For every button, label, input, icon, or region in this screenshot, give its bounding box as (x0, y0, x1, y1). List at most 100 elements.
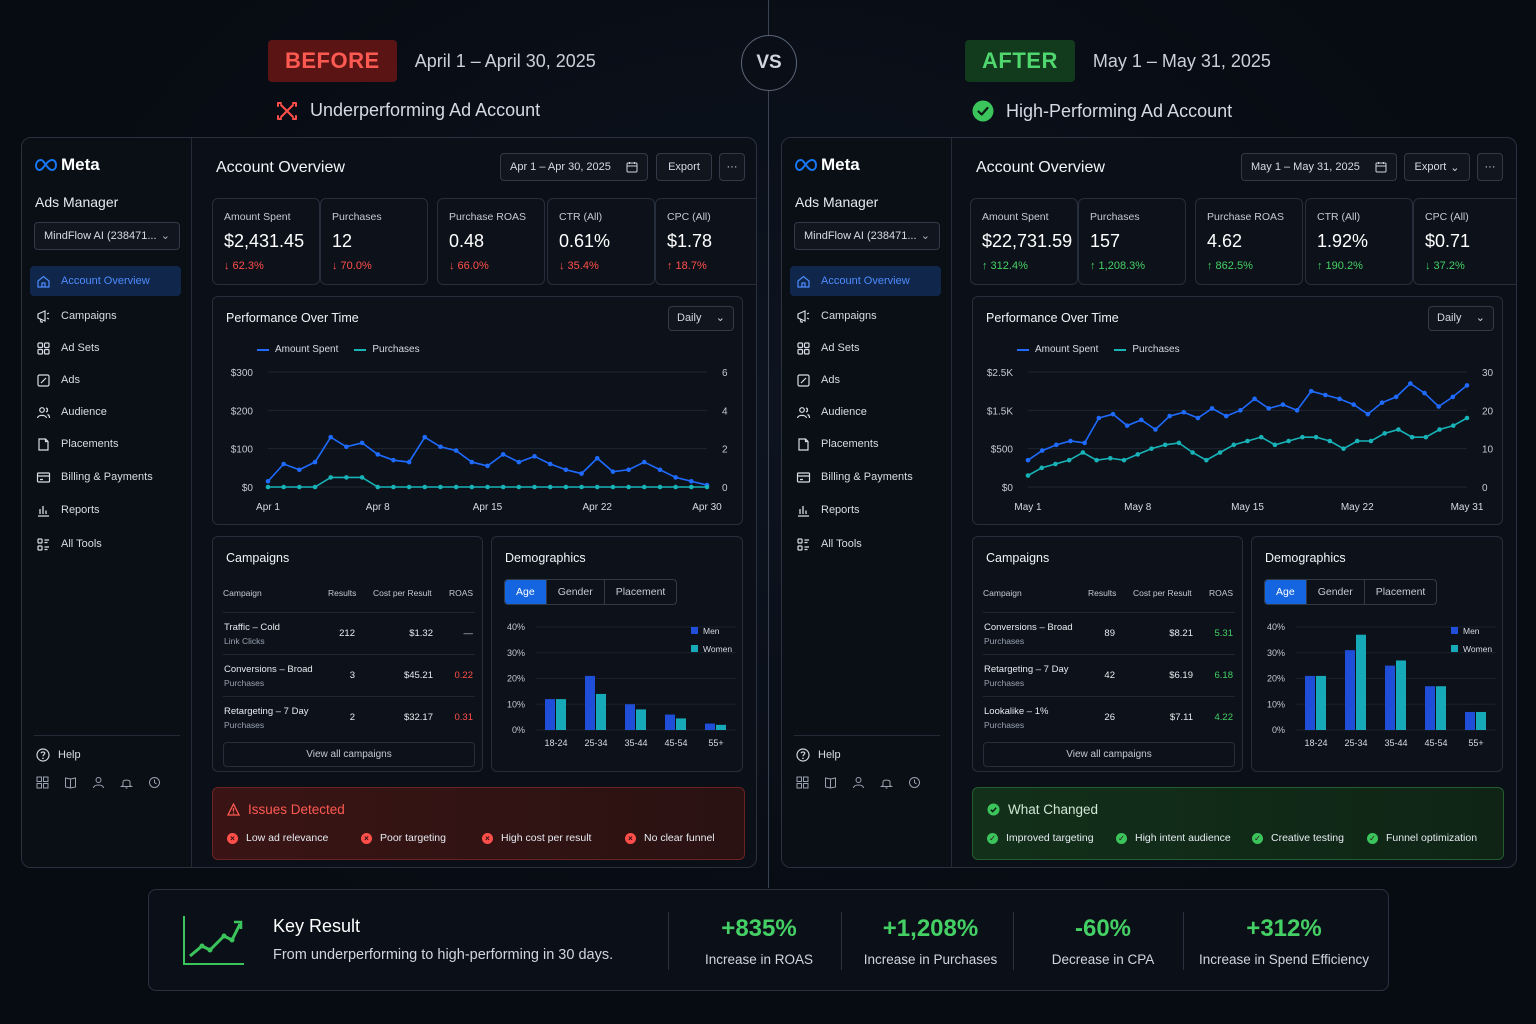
table-row[interactable]: Conversions – Broad Purchases 89 $8.21 5.31 (983, 612, 1235, 652)
kpi-card[interactable]: CTR (All) 0.61% ↓ 35.4% (547, 198, 655, 285)
tab-age[interactable]: Age (505, 580, 547, 604)
data-point[interactable] (1258, 434, 1264, 440)
data-point[interactable] (689, 484, 694, 490)
export-button[interactable]: Export ⌄ (1404, 153, 1470, 181)
data-point[interactable] (1422, 390, 1427, 396)
data-point[interactable] (1464, 415, 1470, 421)
data-point[interactable] (1245, 438, 1250, 444)
data-point[interactable] (265, 484, 271, 490)
data-point[interactable] (641, 459, 647, 465)
tab-gender[interactable]: Gender (1307, 580, 1365, 604)
data-point[interactable] (1094, 457, 1099, 463)
bar-women[interactable] (1316, 675, 1326, 730)
granularity-select[interactable]: Daily ⌄ (668, 306, 734, 331)
data-point[interactable] (1204, 457, 1209, 463)
data-point[interactable] (359, 475, 365, 480)
data-point[interactable] (516, 459, 522, 465)
data-point[interactable] (1308, 388, 1314, 394)
sidebar-item-audience[interactable]: Audience (790, 397, 941, 427)
data-point[interactable] (1286, 438, 1291, 444)
bar-women[interactable] (1476, 711, 1486, 730)
table-header[interactable]: Results (328, 588, 357, 598)
data-point[interactable] (547, 461, 553, 467)
data-point[interactable] (1327, 438, 1333, 444)
data-point[interactable] (469, 459, 475, 465)
data-point[interactable] (1108, 455, 1113, 461)
data-point[interactable] (469, 484, 475, 490)
data-point[interactable] (375, 484, 381, 490)
data-point[interactable] (1238, 408, 1243, 413)
data-point[interactable] (579, 484, 584, 490)
bar-men[interactable] (585, 675, 595, 730)
data-point[interactable] (547, 484, 553, 490)
data-point[interactable] (359, 440, 365, 446)
data-point[interactable] (406, 459, 412, 465)
data-point[interactable] (1096, 415, 1102, 421)
bell-icon[interactable] (880, 776, 893, 789)
bar-men[interactable] (1385, 665, 1395, 730)
data-point[interactable] (563, 484, 569, 490)
granularity-select[interactable]: Daily ⌄ (1428, 306, 1494, 331)
data-point[interactable] (438, 444, 443, 450)
data-point[interactable] (641, 484, 647, 490)
data-point[interactable] (1368, 438, 1374, 444)
data-point[interactable] (1408, 381, 1413, 386)
data-point[interactable] (1054, 442, 1059, 448)
data-point[interactable] (610, 469, 616, 474)
data-point[interactable] (1252, 396, 1257, 402)
data-point[interactable] (1149, 446, 1154, 451)
sidebar-item-reports[interactable]: Reports (30, 495, 181, 525)
data-point[interactable] (1223, 413, 1229, 419)
data-point[interactable] (1110, 411, 1116, 417)
data-point[interactable] (1195, 415, 1201, 421)
data-point[interactable] (1436, 404, 1441, 409)
data-point[interactable] (516, 484, 522, 490)
data-point[interactable] (1294, 408, 1300, 413)
kpi-card[interactable]: CPC (All) $0.71 ↓ 37.2% (1413, 198, 1516, 285)
tab-gender[interactable]: Gender (547, 580, 605, 604)
data-point[interactable] (626, 484, 631, 490)
tab-placement[interactable]: Placement (615, 586, 666, 598)
data-point[interactable] (453, 484, 459, 490)
sidebar-item-campaigns[interactable]: Campaigns (30, 301, 181, 331)
tab-age[interactable]: Age (1265, 580, 1307, 604)
bar-women[interactable] (1436, 686, 1446, 730)
data-point[interactable] (563, 467, 569, 473)
kpi-card[interactable]: Amount Spent $22,731.59 ↑ 312.4% (970, 198, 1078, 285)
view-all-campaigns-button[interactable]: View all campaigns (983, 742, 1235, 767)
tab-placement[interactable]: Placement (1375, 586, 1426, 598)
date-range-picker[interactable]: May 1 – May 31, 2025 (1241, 153, 1397, 181)
table-row[interactable]: Traffic – Cold Link Clicks 212 $1.32 — (223, 612, 475, 652)
data-point[interactable] (1323, 392, 1328, 398)
data-point[interactable] (1176, 440, 1182, 446)
data-point[interactable] (689, 478, 694, 484)
data-point[interactable] (422, 434, 428, 440)
data-point[interactable] (312, 459, 318, 465)
data-point[interactable] (579, 471, 584, 476)
kpi-card[interactable]: Purchase ROAS 4.62 ↑ 862.5% (1195, 198, 1303, 285)
data-point[interactable] (500, 452, 506, 457)
data-point[interactable] (453, 448, 459, 453)
bell-icon[interactable] (120, 776, 133, 789)
help-link[interactable]: Help (36, 748, 81, 762)
data-point[interactable] (1437, 427, 1442, 432)
data-point[interactable] (1423, 434, 1429, 440)
data-point[interactable] (1231, 442, 1237, 448)
data-point[interactable] (1190, 450, 1195, 455)
bar-women[interactable] (1356, 634, 1366, 730)
more-options-button[interactable]: ··· (719, 153, 745, 181)
apps-icon[interactable] (36, 776, 49, 789)
kpi-card[interactable]: Purchase ROAS 0.48 ↓ 66.0% (437, 198, 545, 285)
bar-men[interactable] (545, 699, 555, 730)
bar-men[interactable] (705, 723, 715, 730)
data-point[interactable] (1450, 394, 1456, 400)
bar-men[interactable] (1465, 711, 1475, 730)
data-point[interactable] (657, 484, 663, 490)
bar-women[interactable] (1396, 660, 1406, 730)
data-point[interactable] (1464, 383, 1470, 388)
kpi-card[interactable]: Purchases 12 ↓ 70.0% (320, 198, 428, 285)
sidebar-item-ad-sets[interactable]: Ad Sets (30, 333, 181, 363)
more-options-button[interactable]: ··· (1477, 153, 1503, 181)
bar-men[interactable] (665, 714, 675, 730)
data-point[interactable] (1066, 457, 1072, 463)
